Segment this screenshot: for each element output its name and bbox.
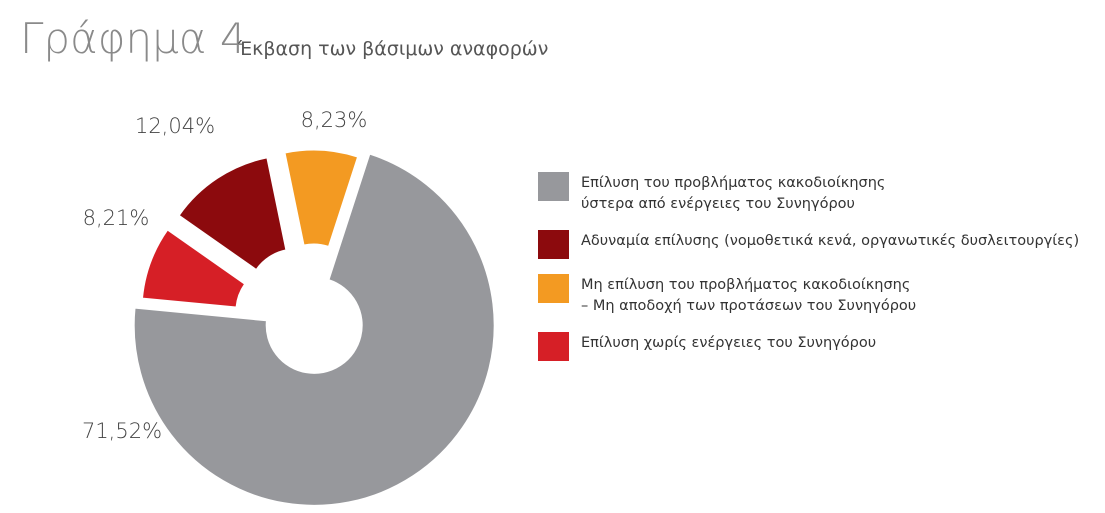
legend-item: Αδυναμία επίλυσης (νομοθετικά κενά, οργα… xyxy=(538,230,1098,259)
legend-label: Επίλυση χωρίς ενέργειες του Συνηγόρου xyxy=(581,335,877,351)
legend: Επίλυση του προβλήματος κακοδιοίκησης ύσ… xyxy=(538,172,1098,376)
legend-label: Αδυναμία επίλυσης (νομοθετικά κενά, οργα… xyxy=(581,233,1080,249)
pie-slice xyxy=(133,153,495,506)
chart-subtitle: Έκβαση των βάσιμων αναφορών xyxy=(238,38,549,60)
legend-label: Επίλυση του προβλήματος κακοδιοίκησης ύσ… xyxy=(581,175,886,212)
pie-slice xyxy=(141,229,246,308)
value-label: 8,21% xyxy=(83,206,150,230)
chart-title: Γράφημα 4 xyxy=(20,14,247,63)
value-label: 71,52% xyxy=(82,419,162,443)
legend-item: Μη επίλυση του προβλήματος κακοδιοίκησης… xyxy=(538,274,1098,317)
pie-slice xyxy=(178,157,287,271)
legend-item: Επίλυση του προβλήματος κακοδιοίκησης ύσ… xyxy=(538,172,1098,215)
legend-item: Επίλυση χωρίς ενέργειες του Συνηγόρου xyxy=(538,332,1098,361)
legend-swatch xyxy=(538,172,569,201)
value-label: 8,23% xyxy=(301,108,368,132)
pie-slice xyxy=(284,149,359,248)
legend-swatch xyxy=(538,230,569,259)
value-label: 12,04% xyxy=(135,114,215,138)
legend-swatch xyxy=(538,332,569,361)
legend-swatch xyxy=(538,274,569,303)
legend-label: Μη επίλυση του προβλήματος κακοδιοίκησης… xyxy=(581,277,917,314)
